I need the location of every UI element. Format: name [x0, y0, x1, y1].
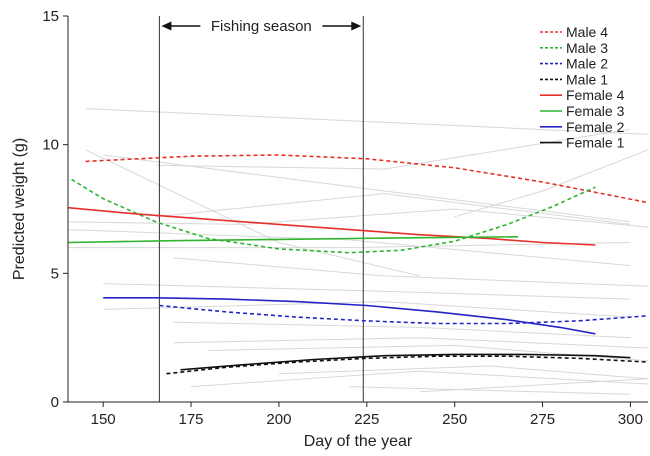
- legend-label: Male 3: [566, 40, 608, 56]
- legend-label: Male 2: [566, 56, 608, 72]
- series-line-female-1: [180, 353, 631, 371]
- series-lines: [67, 154, 649, 375]
- y-axis-title: Predicted weight (g): [11, 138, 28, 280]
- series-line-male-2: [159, 304, 649, 325]
- legend-label: Female 2: [566, 119, 625, 135]
- season-label: Fishing season: [211, 18, 312, 35]
- background-line: [155, 193, 631, 225]
- background-line: [103, 283, 631, 300]
- series-line-male-3: [71, 178, 596, 254]
- series-line-female-2: [103, 297, 596, 335]
- background-line: [454, 149, 649, 218]
- season-label-background: [200, 16, 323, 36]
- x-axis-title: Day of the year: [304, 433, 413, 450]
- background-line: [173, 257, 649, 287]
- x-tick-label: 150: [91, 411, 116, 428]
- background-line: [103, 154, 631, 223]
- y-ticks: 0 5 10 15: [42, 8, 68, 411]
- background-lines: [67, 108, 649, 395]
- background-line: [349, 386, 631, 395]
- background-line: [155, 128, 631, 170]
- series-line-male-1: [166, 355, 649, 375]
- axes: 150 175 200 225 250 275 300 0 5 10 15 Day of the …: [11, 8, 648, 450]
- legend-label: Male 1: [566, 71, 608, 87]
- legend-label: Female 3: [566, 103, 625, 119]
- series-line-female-3: [67, 236, 518, 244]
- background-line: [190, 370, 649, 388]
- background-line: [278, 365, 649, 380]
- series-line-female-4: [67, 206, 596, 246]
- background-line: [68, 242, 631, 249]
- background-line: [419, 378, 649, 393]
- background-line: [67, 208, 649, 228]
- x-tick-label: 250: [442, 411, 467, 428]
- fishing-season-annotation: Fishing season: [158, 16, 364, 402]
- season-arrow-right-head: [351, 21, 362, 31]
- background-line: [67, 229, 631, 267]
- background-line: [173, 337, 649, 349]
- x-tick-label: 225: [354, 411, 379, 428]
- y-tick-label: 15: [42, 8, 59, 25]
- background-line: [173, 321, 631, 339]
- x-tick-label: 300: [618, 411, 643, 428]
- series-line-male-4: [85, 154, 649, 204]
- x-tick-label: 200: [266, 411, 291, 428]
- legend-label: Female 1: [566, 135, 625, 151]
- y-tick-label: 5: [51, 265, 59, 282]
- background-line: [85, 149, 420, 277]
- y-tick-label: 10: [42, 137, 59, 154]
- legend-label: Male 4: [566, 24, 608, 40]
- background-line: [103, 301, 631, 318]
- season-arrow-left-head: [161, 21, 172, 31]
- legend-label: Female 4: [566, 87, 625, 103]
- x-tick-label: 275: [530, 411, 555, 428]
- background-line: [85, 108, 649, 135]
- x-ticks: 150 175 200 225 250 275 300: [91, 402, 643, 428]
- x-tick-label: 175: [179, 411, 204, 428]
- y-tick-label: 0: [51, 394, 59, 411]
